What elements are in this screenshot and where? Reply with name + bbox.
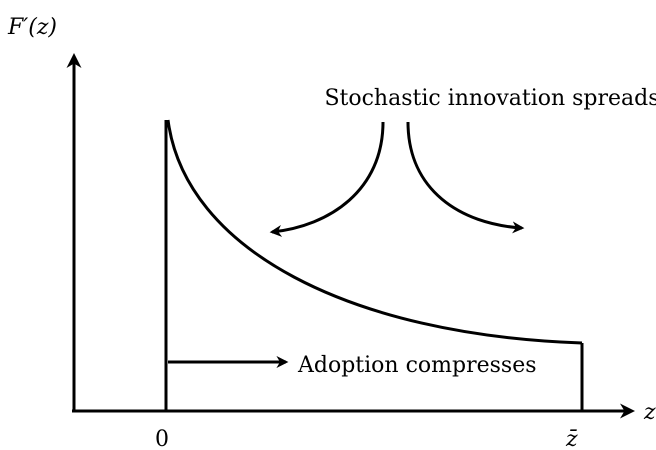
x-tick-label: 0 <box>155 427 169 450</box>
spread-arrow-right <box>406 121 525 234</box>
y-axis-label: F′(z) <box>7 15 57 40</box>
annotation: Stochastic innovation spreads <box>324 86 656 111</box>
spread-arrow-left <box>269 121 385 237</box>
x-tick-label: z̄ <box>565 427 578 450</box>
annotation: Adoption compresses <box>297 353 537 378</box>
density-curve <box>166 119 583 345</box>
x-axis-label: z <box>643 400 656 425</box>
